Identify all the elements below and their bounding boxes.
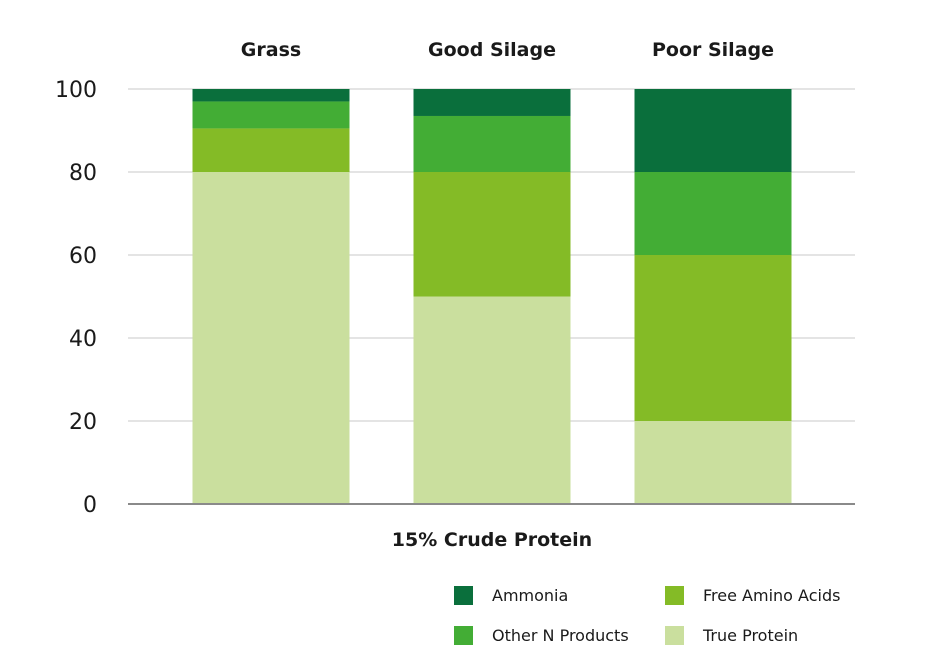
legend-label: True Protein	[702, 626, 798, 645]
bar-segment-other-n-products	[634, 172, 792, 255]
legend: Ammonia Free Amino Acids Other N Products T…	[454, 586, 840, 645]
bar-segment-true-protein	[192, 172, 350, 504]
bar-segment-free-amino-acids	[413, 172, 571, 297]
bar-segment-free-amino-acids	[192, 128, 350, 172]
legend-swatch	[665, 586, 684, 605]
y-axis-tick-labels: 0 20 40 60 80 100	[55, 78, 97, 518]
legend-label: Other N Products	[492, 626, 629, 645]
legend-swatch	[454, 626, 473, 645]
bar-segment-ammonia	[192, 89, 350, 102]
category-labels: Grass Good Silage Poor Silage	[241, 39, 774, 61]
y-tick-label: 40	[69, 327, 97, 352]
bar-segment-free-amino-acids	[634, 255, 792, 421]
legend-item: Free Amino Acids	[665, 586, 840, 605]
y-tick-label: 20	[69, 410, 97, 435]
y-tick-label: 60	[69, 244, 97, 269]
legend-swatch	[665, 626, 684, 645]
legend-swatch	[454, 586, 473, 605]
legend-item: True Protein	[665, 626, 798, 645]
category-label: Poor Silage	[652, 39, 774, 61]
legend-label: Ammonia	[492, 586, 568, 605]
bar-segment-ammonia	[413, 89, 571, 116]
bar-segment-true-protein	[413, 296, 571, 504]
y-tick-label: 80	[69, 161, 97, 186]
bar-segment-other-n-products	[192, 101, 350, 129]
category-label: Grass	[241, 39, 301, 61]
legend-item: Ammonia	[454, 586, 568, 605]
x-axis-label: 15% Crude Protein	[392, 529, 592, 551]
bar-segment-other-n-products	[413, 115, 571, 172]
bar-segment-ammonia	[634, 89, 792, 172]
legend-label: Free Amino Acids	[703, 586, 840, 605]
bar-segment-true-protein	[634, 421, 792, 504]
legend-item: Other N Products	[454, 626, 629, 645]
bars	[192, 89, 792, 504]
category-label: Good Silage	[428, 39, 556, 61]
y-tick-label: 0	[83, 493, 97, 518]
y-tick-label: 100	[55, 78, 97, 103]
